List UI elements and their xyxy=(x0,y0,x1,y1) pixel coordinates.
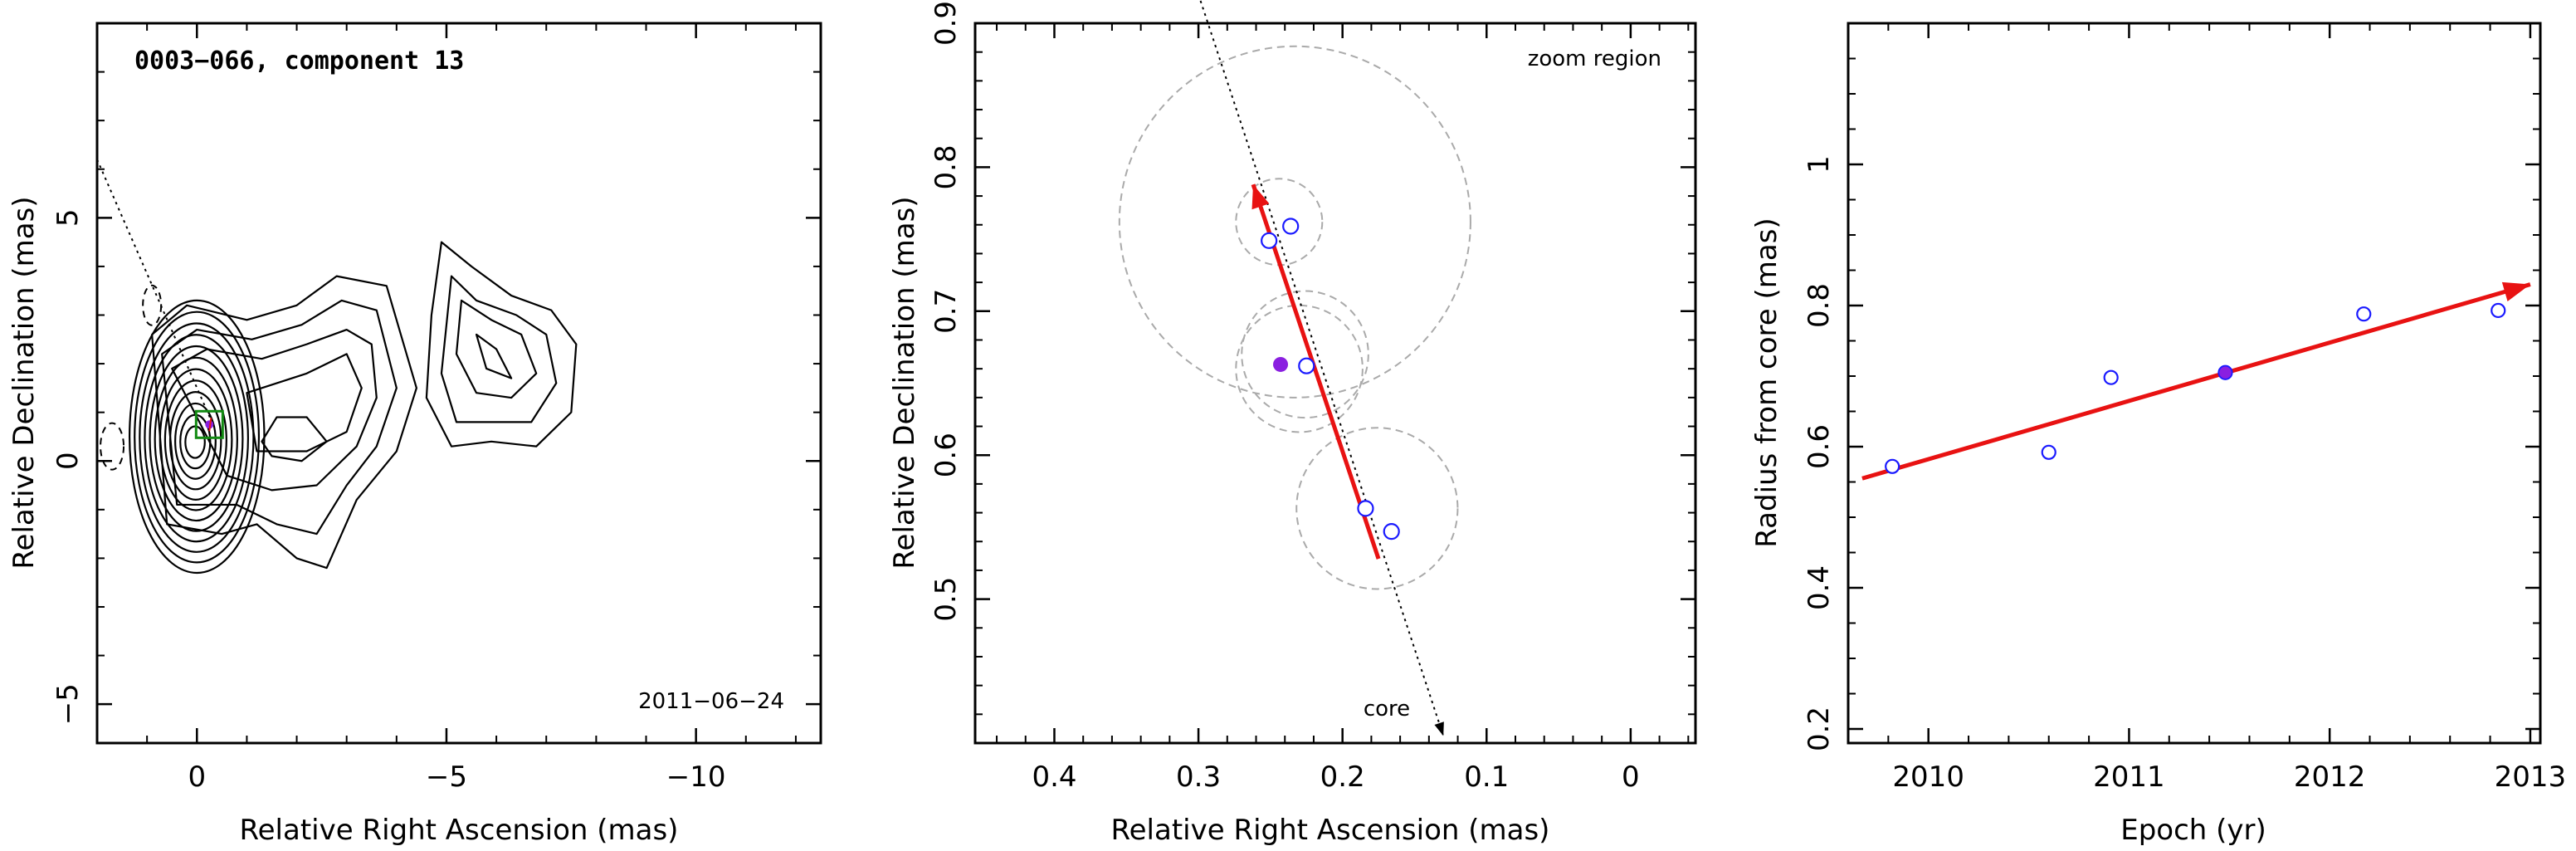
p1-core-contour xyxy=(134,311,261,564)
p2-error-circle xyxy=(1241,290,1369,419)
p2-y-tick-label: 0.9 xyxy=(929,1,963,46)
p3-data-point xyxy=(2041,444,2056,460)
p2-x-tick-label: 0 xyxy=(1622,761,1640,794)
p3-data-point xyxy=(2103,369,2119,385)
p2-core-label: core xyxy=(1364,697,1410,721)
p1-y-tick-label: 5 xyxy=(51,209,85,227)
p3-y-tick-label: 0.6 xyxy=(1803,424,1836,469)
p2-motion-arrowhead xyxy=(1251,184,1270,210)
p2-y-tick-label: 0.8 xyxy=(929,144,963,189)
p1-outer-jet-contour xyxy=(455,299,538,399)
p3-fit-arrowhead xyxy=(2501,281,2530,301)
p3-x-tick-label: 2011 xyxy=(2093,761,2165,794)
p2-error-circles xyxy=(1118,45,1471,590)
p2-x-tick-label: 0.4 xyxy=(1032,761,1076,794)
p3-x-axis-label: Epoch (yr) xyxy=(2120,814,2266,847)
p3-data-point xyxy=(2491,302,2506,319)
p1-outer-jet-contour xyxy=(425,241,578,448)
p2-x-tick-labels: 0.4 0.3 0.2 0.1 0 xyxy=(1032,761,1639,794)
panel-radius-epoch: 2010 2011 2012 2013 0.2 0.4 0.6 0.8 1 Epoch (yr… xyxy=(1750,22,2566,847)
p2-x-axis-label: Relative Right Ascension (mas) xyxy=(1111,814,1550,847)
p2-y-tick-labels: 0.5 0.6 0.7 0.8 0.9 xyxy=(929,1,963,622)
p1-negative-contour xyxy=(100,422,125,471)
p2-direction-arrowhead xyxy=(1434,721,1444,736)
p2-y-tick-label: 0.7 xyxy=(929,289,963,334)
p1-x-tick-label: −5 xyxy=(426,761,467,794)
p2-annotation-zoom-region: zoom region xyxy=(1528,46,1661,71)
p3-data-point xyxy=(1885,458,1900,474)
p1-outer-jet-contour xyxy=(440,275,558,423)
p1-y-axis-label: Relative Declination (mas) xyxy=(7,196,41,569)
p2-data-point xyxy=(1298,357,1315,374)
p1-contours xyxy=(100,241,578,575)
p1-core-contour xyxy=(139,322,255,553)
p2-frame xyxy=(973,22,1697,745)
p2-error-circle xyxy=(1118,45,1471,399)
p3-data-point xyxy=(2356,306,2372,322)
p3-y-tick-label: 1 xyxy=(1803,155,1836,174)
p2-data-point xyxy=(1383,523,1400,540)
p1-direction-line xyxy=(96,159,213,423)
p1-x-tick-label: −10 xyxy=(666,761,726,794)
p1-y-tick-label: −5 xyxy=(51,683,85,725)
p3-x-tick-label: 2013 xyxy=(2495,761,2567,794)
p3-x-tick-label: 2010 xyxy=(1892,761,1964,794)
p1-x-tick-label: 0 xyxy=(188,761,206,794)
p1-overlays xyxy=(96,159,224,439)
p3-y-tick-label: 0.8 xyxy=(1803,283,1836,328)
p1-annotation-title: 0003−066, component 13 xyxy=(134,46,464,76)
p2-x-tick-label: 0.3 xyxy=(1176,761,1221,794)
p1-y-tick-labels: −5 0 5 xyxy=(51,209,85,726)
p3-lines xyxy=(1861,281,2531,481)
p1-core-contour xyxy=(168,391,222,491)
p3-y-axis-label: Radius from core (mas) xyxy=(1750,218,1783,547)
p1-annotation-date: 2011−06−24 xyxy=(638,689,784,714)
p2-x-tick-label: 0.1 xyxy=(1464,761,1509,794)
p3-x-tick-labels: 2010 2011 2012 2013 xyxy=(1892,761,2566,794)
p3-y-tick-label: 0.2 xyxy=(1803,707,1836,751)
p3-y-tick-label: 0.4 xyxy=(1803,565,1836,610)
p3-highlight-point xyxy=(2217,365,2233,380)
p1-x-tick-labels: 0 −5 −10 xyxy=(188,761,725,794)
p1-jet-contour xyxy=(171,328,378,492)
p1-jet-contour xyxy=(161,299,398,536)
p2-y-tick-label: 0.6 xyxy=(929,433,963,477)
p2-y-axis-label: Relative Declination (mas) xyxy=(888,196,921,569)
p3-frame xyxy=(1847,22,2542,745)
p2-data-point xyxy=(1357,500,1374,517)
p2-data-point xyxy=(1282,218,1300,235)
p1-frame xyxy=(95,22,822,745)
p2-points xyxy=(1261,218,1400,540)
p2-error-circle xyxy=(1235,304,1364,433)
p2-data-point xyxy=(1261,232,1278,249)
p1-core-contour xyxy=(163,379,227,501)
p1-component-vector xyxy=(208,418,212,432)
p2-tick-marks xyxy=(975,22,1695,743)
p1-jet-contour xyxy=(246,353,363,452)
panel-contour-map: 0 −5 −10 −5 0 5 0003−066, component 13 2011−… xyxy=(7,22,822,847)
p3-y-tick-labels: 0.2 0.4 0.6 0.8 1 xyxy=(1803,155,1836,751)
p2-error-circle xyxy=(1295,427,1459,590)
p3-points xyxy=(1885,302,2506,474)
p3-fit-vector xyxy=(1861,282,2531,481)
p3-x-tick-label: 2012 xyxy=(2294,761,2366,794)
p1-core-contour xyxy=(149,345,244,532)
p1-outer-jet-contour xyxy=(475,333,513,379)
p1-jet-contour xyxy=(151,275,417,570)
p2-x-tick-label: 0.2 xyxy=(1320,761,1365,794)
p1-jet-contour xyxy=(261,416,328,462)
p1-core-contour xyxy=(174,402,217,480)
p2-y-tick-label: 0.5 xyxy=(929,577,963,622)
p1-y-tick-label: 0 xyxy=(51,452,85,470)
p2-highlight-point xyxy=(1273,356,1289,372)
p1-x-axis-label: Relative Right Ascension (mas) xyxy=(240,814,679,847)
p2-error-circle xyxy=(1235,178,1324,267)
p1-negative-contour xyxy=(142,284,163,326)
panel-zoom-region: 0.4 0.3 0.2 0.1 0 0.5 0.6 0.7 0.8 0.9 zoom regio… xyxy=(888,0,1697,847)
p1-core-contour xyxy=(154,356,238,522)
p1-core-contour xyxy=(144,334,250,543)
p1-zoom-box xyxy=(194,409,224,439)
